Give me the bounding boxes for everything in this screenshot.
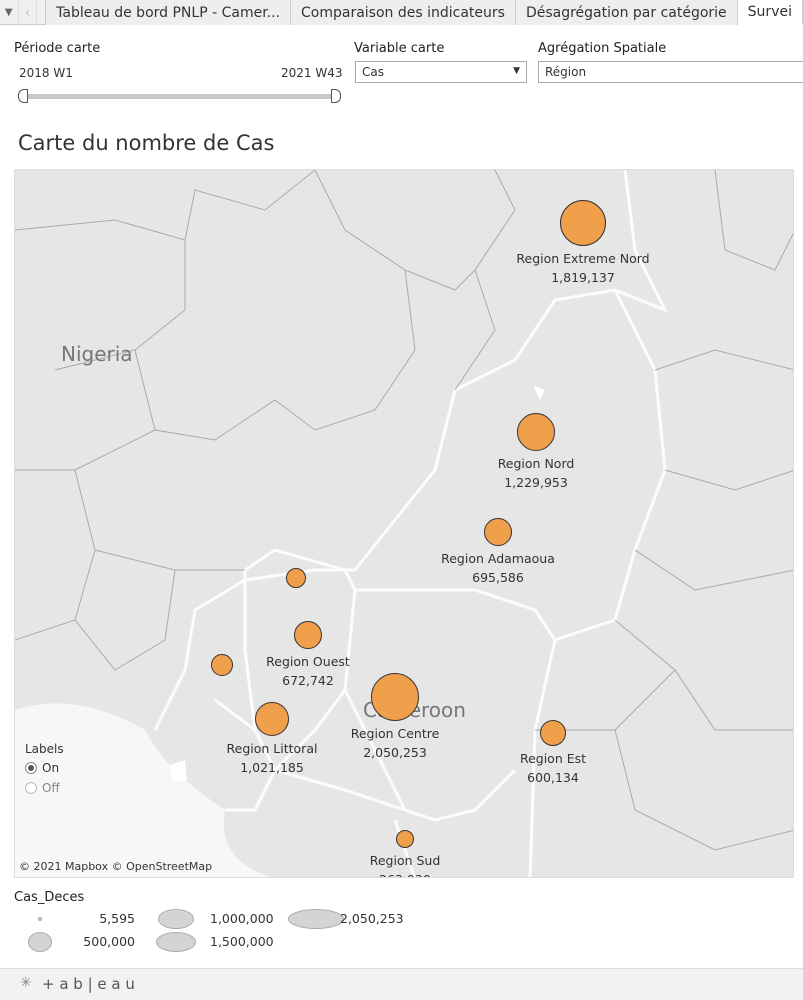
caret-down-icon[interactable]: ▼	[0, 0, 19, 25]
legend-size-symbol	[28, 932, 52, 952]
region-name: Region Ouest	[266, 654, 350, 669]
tableau-logo-icon[interactable]: ✳	[20, 975, 32, 991]
legend-value: 2,050,253	[340, 911, 404, 926]
region-label: Region Centre 2,050,253	[305, 724, 485, 762]
map-attribution[interactable]: © 2021 Mapbox © OpenStreetMap	[19, 860, 213, 873]
dropdown-arrow-icon: ▼	[513, 66, 520, 76]
labels-title: Labels	[25, 742, 64, 756]
region-label: Region Adamaoua 695,586	[408, 549, 588, 587]
region-marker[interactable]	[294, 621, 322, 649]
periode-label: Période carte	[14, 41, 101, 56]
periode-end: 2021 W43	[281, 66, 343, 80]
slider-end-handle[interactable]	[331, 89, 341, 103]
labels-off-radio[interactable]: Off	[25, 781, 64, 795]
aggregation-label: Agrégation Spatiale	[538, 41, 667, 56]
footer: ✳ + a b | e a u	[0, 968, 803, 1000]
region-marker[interactable]	[484, 518, 512, 546]
region-marker[interactable]	[255, 702, 289, 736]
legend-size-symbol	[288, 909, 344, 929]
legend-size-symbol	[156, 932, 196, 952]
border-line	[153, 170, 669, 731]
region-value: 695,586	[472, 570, 524, 585]
region-value: 1,819,137	[551, 270, 615, 285]
labels-on-text: On	[42, 761, 60, 775]
legend-size-symbol	[38, 917, 42, 921]
region-value: 263,930	[315, 870, 495, 877]
legend-value: 1,500,000	[210, 934, 274, 949]
legend-value: 1,000,000	[210, 911, 274, 926]
region-value: 1,229,953	[504, 475, 568, 490]
aggregation-select[interactable]: Région	[538, 61, 803, 83]
region-name: Region Est	[519, 751, 587, 766]
tab-bar: ▼ ‹ Tableau de bord PNLP - Camer... Comp…	[0, 0, 803, 25]
tab-surveillance[interactable]: Survei	[737, 0, 803, 25]
labels-off-text: Off	[42, 781, 60, 795]
tab-desagregation[interactable]: Désagrégation par catégorie	[515, 0, 738, 25]
variable-select[interactable]: Cas ▼	[355, 61, 527, 83]
legend-value: 5,595	[99, 911, 135, 926]
variable-label: Variable carte	[354, 41, 445, 56]
legend-title: Cas_Deces	[14, 890, 85, 905]
labels-toggle: Labels On Off	[25, 742, 64, 795]
variable-value: Cas	[362, 65, 384, 79]
region-label: Region Est 600,134	[463, 749, 643, 787]
region-label: Region Ouest 672,742	[218, 652, 398, 690]
region-name: Region Littoral	[226, 741, 318, 756]
region-value: 2,050,253	[363, 745, 427, 760]
region-value: 600,134	[527, 770, 579, 785]
region-marker[interactable]	[286, 568, 306, 588]
slider-start-handle[interactable]	[18, 89, 28, 103]
legend-size-symbol	[158, 909, 194, 929]
ocean	[15, 703, 270, 877]
radio-unselected-icon[interactable]	[25, 782, 37, 794]
map-basemap	[15, 170, 793, 877]
legend-value: 500,000	[83, 934, 135, 949]
region-marker[interactable]	[396, 830, 414, 848]
radio-selected-icon[interactable]	[25, 762, 37, 774]
aggregation-value: Région	[545, 65, 587, 79]
periode-start: 2018 W1	[19, 66, 73, 80]
map-title: Carte du nombre de Cas	[18, 131, 275, 155]
region-label: Region Littoral 1,021,185	[182, 739, 362, 777]
region-marker[interactable]	[517, 413, 555, 451]
tableau-logo[interactable]: + a b | e a u	[42, 975, 135, 993]
chevron-left-icon[interactable]: ‹	[19, 0, 38, 25]
region-value: 672,742	[282, 673, 334, 688]
region-label: Region Extreme Nord 1,819,137	[493, 249, 673, 287]
region-marker[interactable]	[560, 200, 606, 246]
region-value: 1,021,185	[240, 760, 304, 775]
region-name: Region Nord	[497, 456, 575, 471]
labels-on-radio[interactable]: On	[25, 761, 64, 775]
map-view[interactable]: Nigeria Cameroon Region Extreme Nord1,81…	[14, 169, 794, 878]
region-name: Region Extreme Nord	[516, 251, 650, 266]
region-name: Region Centre	[350, 726, 440, 741]
region-marker[interactable]	[211, 654, 233, 676]
country-label-nigeria: Nigeria	[61, 342, 133, 366]
region-marker[interactable]	[371, 673, 419, 721]
region-label: Region Sud 263,930	[315, 851, 495, 877]
tab-comparaison[interactable]: Comparaison des indicateurs	[291, 0, 516, 25]
region-name: Region Sud	[369, 853, 441, 868]
region-marker[interactable]	[540, 720, 566, 746]
region-name: Region Adamaoua	[441, 551, 555, 566]
tab-tableau-de-bord[interactable]: Tableau de bord PNLP - Camer...	[45, 0, 292, 25]
periode-slider[interactable]	[22, 94, 336, 99]
region-label: Region Nord 1,229,953	[446, 454, 626, 492]
